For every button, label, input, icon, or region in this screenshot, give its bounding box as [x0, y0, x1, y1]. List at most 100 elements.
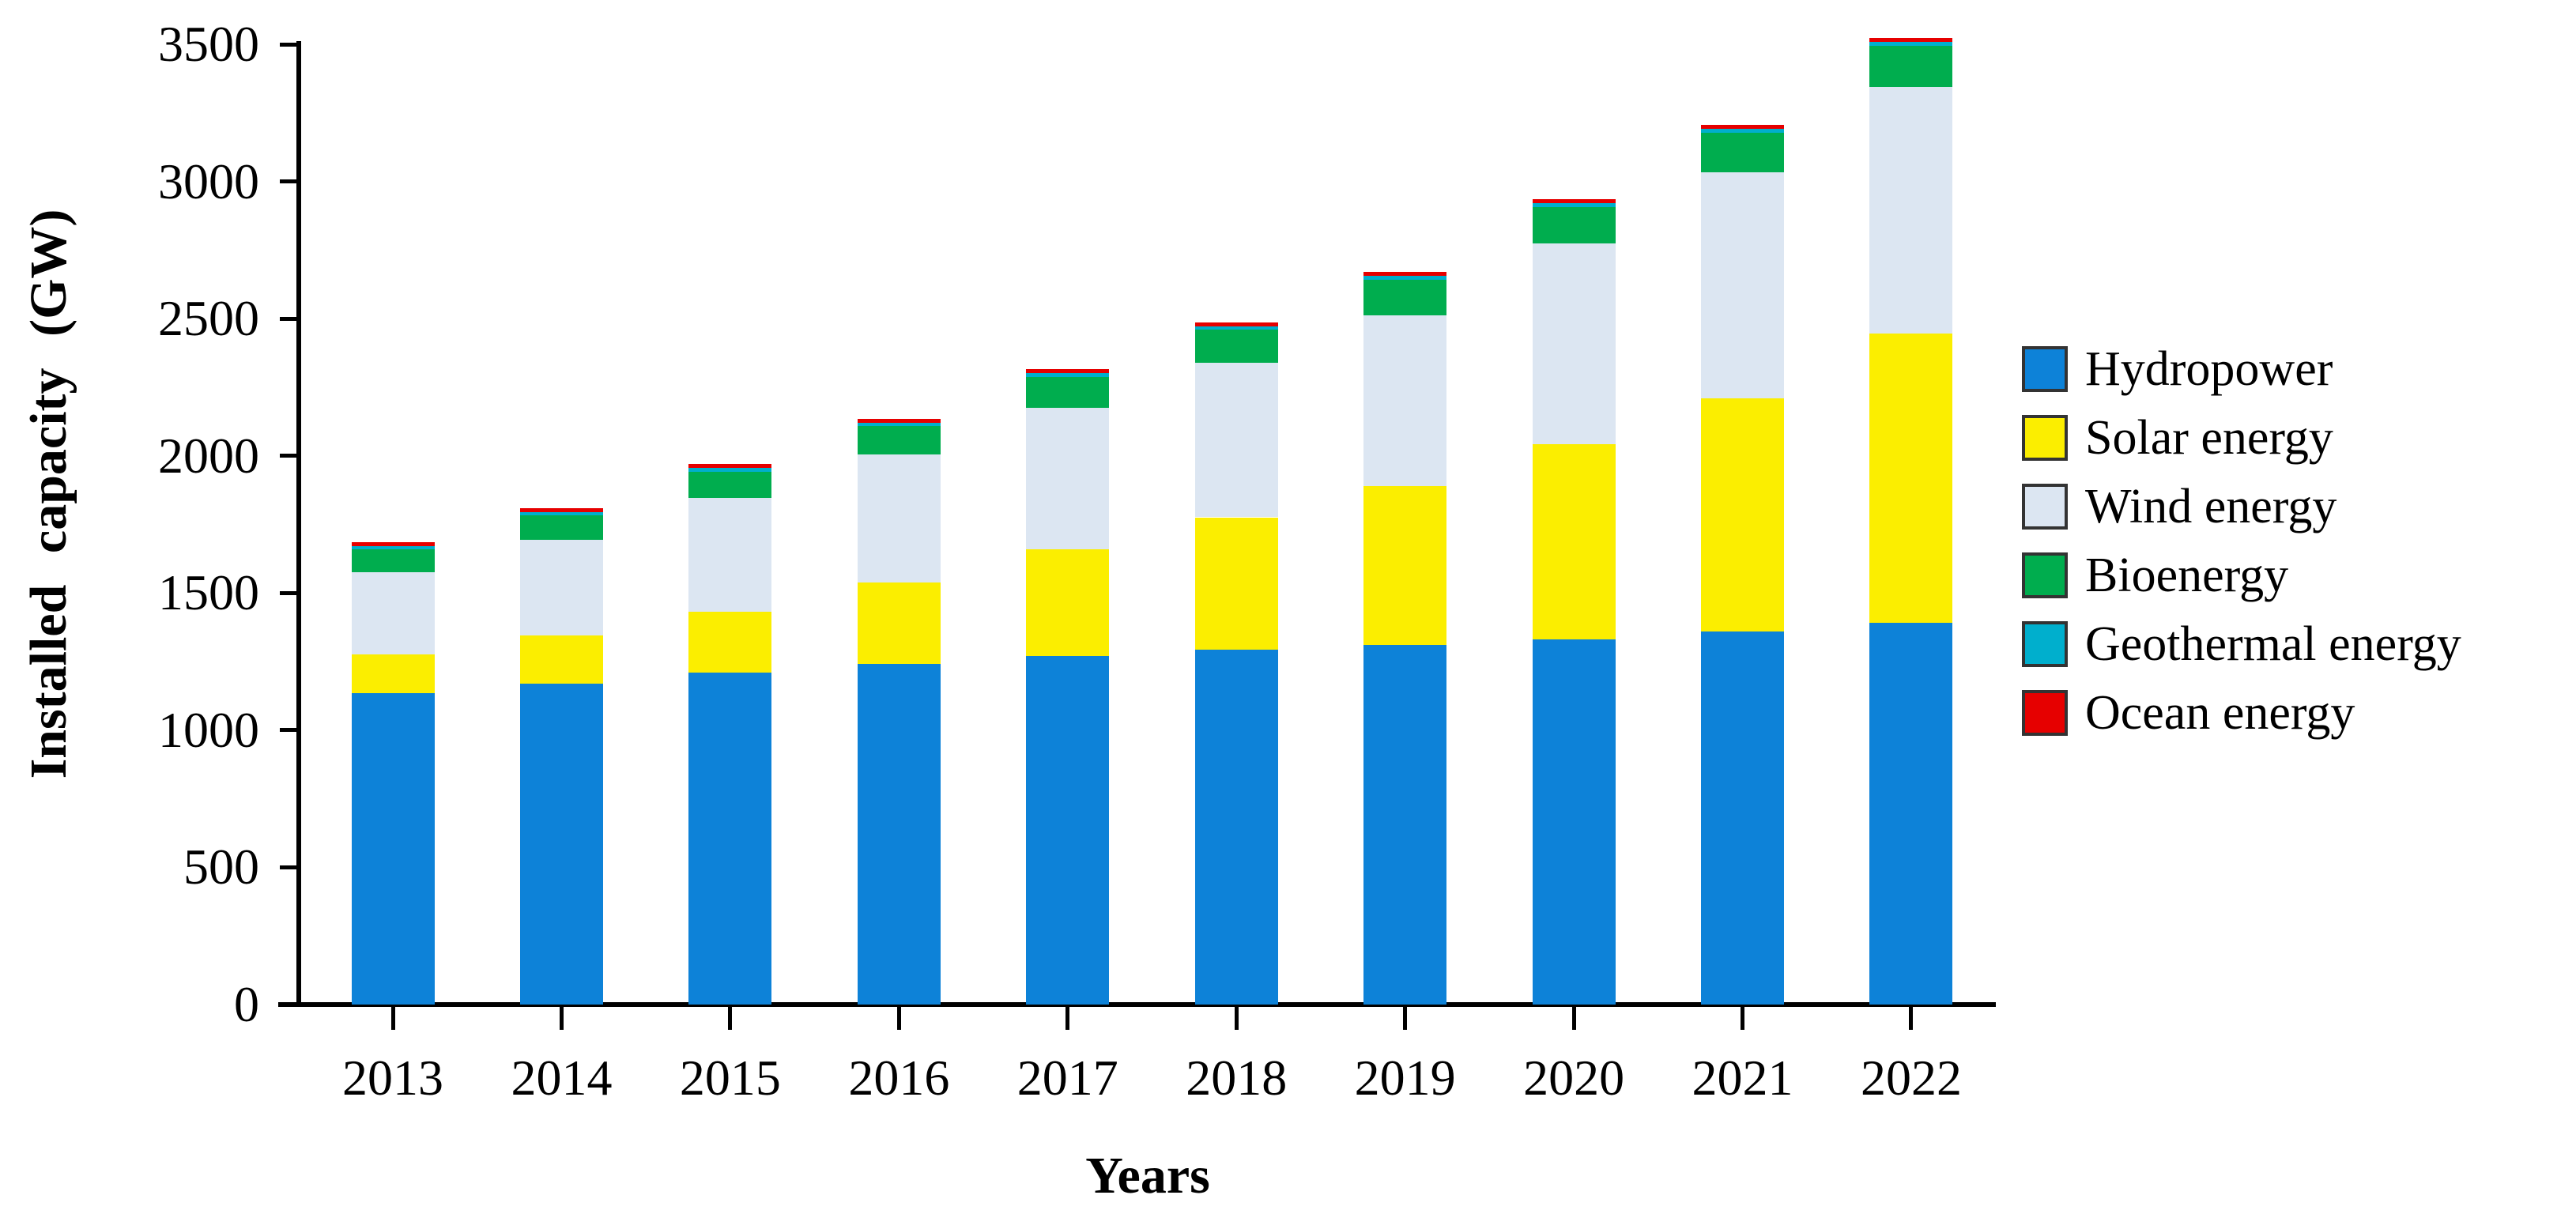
y-tick-label-2500: 2500 — [158, 290, 259, 347]
bar-2022 — [1869, 38, 1953, 1005]
segment-wind-energy-2020 — [1532, 243, 1616, 445]
segment-ocean-energy-2017 — [1026, 369, 1110, 374]
segment-solar-energy-2013 — [351, 654, 435, 693]
x-tick-label-2015: 2015 — [679, 1050, 781, 1106]
legend-label-ocean-energy: Ocean energy — [2085, 686, 2355, 740]
segment-hydropower-2014 — [519, 683, 603, 1005]
bar-2014 — [519, 507, 603, 1005]
legend-label-hydropower: Hydropower — [2085, 342, 2333, 396]
segment-ocean-energy-2018 — [1194, 322, 1278, 326]
legend-swatch-geothermal-energy — [2022, 621, 2068, 667]
y-tick-0 — [280, 1002, 299, 1007]
legend: Hydropower Solar energy Wind energy Bioener… — [2022, 342, 2461, 759]
segment-geothermal-energy-2019 — [1363, 276, 1447, 281]
segment-hydropower-2013 — [351, 692, 435, 1005]
bar-2021 — [1701, 125, 1785, 1005]
segment-wind-energy-2017 — [1026, 408, 1110, 549]
x-tick-label-2016: 2016 — [848, 1050, 950, 1106]
legend-item-bioenergy: Bioenergy — [2022, 551, 2461, 600]
segment-geothermal-energy-2020 — [1532, 203, 1616, 208]
legend-item-geothermal-energy: Geothermal energy — [2022, 620, 2461, 669]
segment-geothermal-energy-2013 — [351, 546, 435, 550]
bar-2018 — [1194, 322, 1278, 1005]
segment-hydropower-2017 — [1026, 655, 1110, 1005]
x-axis-line — [278, 1002, 1996, 1007]
legend-swatch-bioenergy — [2022, 552, 2068, 598]
segment-bioenergy-2014 — [519, 515, 603, 540]
legend-item-wind-energy: Wind energy — [2022, 482, 2461, 531]
x-tick-2022 — [1909, 1006, 1914, 1030]
x-tick-label-2019: 2019 — [1354, 1050, 1456, 1106]
bar-2017 — [1026, 369, 1110, 1005]
x-tick-label-2020: 2020 — [1523, 1050, 1625, 1106]
segment-solar-energy-2016 — [857, 582, 941, 664]
x-tick-2020 — [1571, 1006, 1576, 1030]
segment-solar-energy-2017 — [1026, 549, 1110, 656]
segment-ocean-energy-2015 — [688, 464, 772, 469]
legend-swatch-hydropower — [2022, 346, 2068, 392]
bar-2020 — [1532, 199, 1616, 1005]
y-tick-label-3000: 3000 — [158, 153, 259, 209]
segment-geothermal-energy-2018 — [1194, 326, 1278, 330]
segment-bioenergy-2017 — [1026, 376, 1110, 409]
segment-wind-energy-2016 — [857, 454, 941, 583]
segment-hydropower-2020 — [1532, 639, 1616, 1005]
y-tick-label-1000: 1000 — [158, 701, 259, 758]
segment-geothermal-energy-2016 — [857, 423, 941, 427]
x-tick-label-2017: 2017 — [1016, 1050, 1118, 1106]
x-tick-2014 — [559, 1006, 564, 1030]
segment-wind-energy-2014 — [519, 539, 603, 635]
legend-swatch-solar-energy — [2022, 415, 2068, 461]
x-tick-label-2022: 2022 — [1860, 1050, 1962, 1106]
segment-ocean-energy-2013 — [351, 542, 435, 547]
segment-bioenergy-2022 — [1869, 46, 1953, 88]
segment-ocean-energy-2020 — [1532, 199, 1616, 204]
legend-item-hydropower: Hydropower — [2022, 342, 2461, 396]
x-tick-label-2014: 2014 — [511, 1050, 613, 1106]
x-tick-2019 — [1403, 1006, 1408, 1030]
segment-hydropower-2022 — [1869, 622, 1953, 1005]
y-axis-line — [296, 41, 301, 1007]
x-tick-2021 — [1741, 1006, 1745, 1030]
segment-solar-energy-2019 — [1363, 485, 1447, 646]
segment-wind-energy-2013 — [351, 572, 435, 655]
x-axis-title: Years — [1085, 1147, 1210, 1204]
legend-swatch-wind-energy — [2022, 484, 2068, 530]
bar-2016 — [857, 419, 941, 1005]
segment-bioenergy-2016 — [857, 426, 941, 455]
segment-ocean-energy-2021 — [1701, 125, 1785, 130]
x-tick-2016 — [896, 1006, 901, 1030]
segment-bioenergy-2015 — [688, 471, 772, 498]
y-tick-label-500: 500 — [183, 839, 259, 895]
y-tick-2500 — [280, 316, 299, 321]
legend-item-ocean-energy: Ocean energy — [2022, 686, 2461, 740]
legend-item-solar-energy: Solar energy — [2022, 413, 2461, 462]
x-tick-2018 — [1234, 1006, 1239, 1030]
segment-hydropower-2018 — [1194, 650, 1278, 1005]
segment-wind-energy-2022 — [1869, 87, 1953, 334]
bar-2019 — [1363, 272, 1447, 1005]
segment-solar-energy-2020 — [1532, 444, 1616, 639]
segment-bioenergy-2013 — [351, 549, 435, 573]
segment-bioenergy-2020 — [1532, 207, 1616, 244]
bar-2013 — [351, 542, 435, 1005]
segment-geothermal-energy-2022 — [1869, 42, 1953, 47]
y-tick-label-2000: 2000 — [158, 427, 259, 484]
y-tick-label-1500: 1500 — [158, 564, 259, 621]
segment-hydropower-2015 — [688, 673, 772, 1005]
segment-wind-energy-2018 — [1194, 363, 1278, 518]
segment-solar-energy-2015 — [688, 612, 772, 673]
segment-bioenergy-2019 — [1363, 280, 1447, 315]
y-tick-3500 — [280, 42, 299, 47]
legend-swatch-ocean-energy — [2022, 690, 2068, 736]
segment-solar-energy-2018 — [1194, 517, 1278, 650]
segment-hydropower-2021 — [1701, 631, 1785, 1005]
segment-hydropower-2019 — [1363, 645, 1447, 1005]
x-tick-2015 — [728, 1006, 733, 1030]
y-tick-500 — [280, 865, 299, 869]
x-tick-2017 — [1065, 1006, 1070, 1030]
segment-bioenergy-2021 — [1701, 133, 1785, 173]
x-tick-label-2018: 2018 — [1186, 1050, 1288, 1106]
segment-geothermal-energy-2017 — [1026, 373, 1110, 377]
y-tick-label-0: 0 — [234, 976, 259, 1032]
